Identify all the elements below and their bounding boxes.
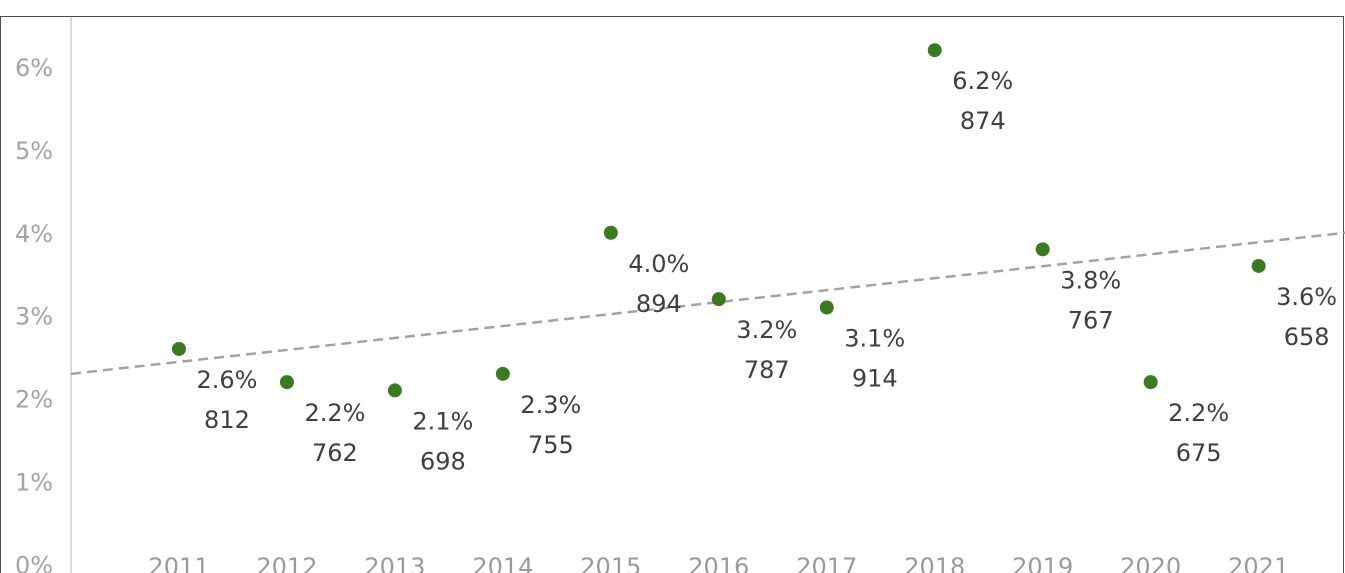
- data-label-count: 675: [1176, 439, 1222, 467]
- x-tick-label: 2016: [688, 553, 749, 573]
- x-tick-label: 2012: [256, 553, 317, 573]
- x-tick-label: 2017: [796, 553, 857, 573]
- data-labels: 2.6% 812 2.2% 762 2.1% 698 2.3% 755 4.0% 894 3.2% 7…: [196, 67, 1337, 475]
- data-label-count: 874: [960, 107, 1006, 135]
- data-label-value: 2.2%: [304, 399, 365, 427]
- data-point: [1251, 258, 1266, 273]
- data-label-value: 6.2%: [952, 67, 1013, 95]
- data-label-count: 755: [528, 431, 574, 459]
- data-point: [927, 43, 942, 58]
- y-tick-label: 1%: [15, 469, 53, 497]
- data-point: [1035, 242, 1050, 257]
- data-label-count: 787: [744, 356, 790, 384]
- data-point: [387, 383, 402, 398]
- data-label-value: 4.0%: [628, 250, 689, 278]
- data-label-count: 894: [636, 290, 682, 318]
- x-tick-label: 2015: [580, 553, 641, 573]
- y-tick-label: 3%: [15, 303, 53, 331]
- data-label-value: 3.8%: [1060, 266, 1121, 294]
- y-tick-label: 4%: [15, 220, 53, 248]
- data-label-count: 767: [1068, 306, 1114, 334]
- data-label-count: 914: [852, 364, 898, 392]
- data-label-value: 2.2%: [1168, 399, 1229, 427]
- x-tick-label: 2014: [472, 553, 533, 573]
- x-tick-labels: 2011 2012 2013 2014 2015 2016 2017 2018 2019 2020…: [148, 553, 1289, 573]
- y-tick-label: 2%: [15, 386, 53, 414]
- data-point: [603, 225, 618, 240]
- chart-frame: [0, 16, 1344, 573]
- data-label-count: 762: [312, 439, 358, 467]
- data-point: [1143, 375, 1158, 390]
- data-label-value: 2.6%: [196, 366, 257, 394]
- x-tick-label: 2019: [1012, 553, 1073, 573]
- data-point: [711, 292, 726, 307]
- data-label-value: 3.1%: [844, 324, 905, 352]
- x-tick-label: 2021: [1228, 553, 1289, 573]
- x-tick-label: 2011: [148, 553, 209, 573]
- x-tick-label: 2013: [364, 553, 425, 573]
- data-label-value: 3.6%: [1276, 283, 1337, 311]
- x-tick-label: 2020: [1120, 553, 1181, 573]
- y-tick-labels: 0% 1% 2% 3% 4% 5% 6%: [15, 54, 53, 573]
- y-tick-label: 0%: [15, 552, 53, 573]
- data-point: [819, 300, 834, 315]
- data-points: [171, 43, 1266, 398]
- data-point: [279, 375, 294, 390]
- data-label-count: 812: [204, 406, 250, 434]
- y-tick-label: 5%: [15, 137, 53, 165]
- trend-line: [70, 231, 1345, 376]
- data-label-count: 658: [1284, 323, 1330, 351]
- y-tick-label: 6%: [15, 54, 53, 82]
- data-label-value: 2.3%: [520, 391, 581, 419]
- data-label-value: 2.1%: [412, 407, 473, 435]
- data-point: [171, 341, 186, 356]
- x-tick-label: 2018: [904, 553, 965, 573]
- data-point: [495, 366, 510, 381]
- data-label-count: 698: [420, 447, 466, 475]
- data-label-value: 3.2%: [736, 316, 797, 344]
